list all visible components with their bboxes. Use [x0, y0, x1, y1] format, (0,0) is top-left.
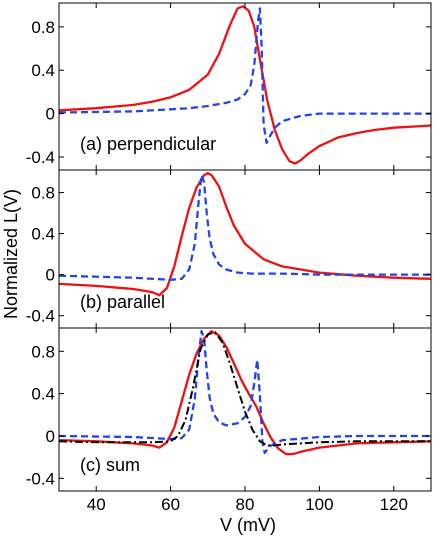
y-axis-label: Normalized L(V)	[1, 189, 21, 319]
x-tick-label: 120	[380, 495, 408, 514]
series-dashed-line	[59, 173, 431, 281]
y-tick-label: -0.4	[26, 148, 55, 167]
y-tick-label: 0.4	[31, 225, 55, 244]
panel-0: -0.4 0 0.4 0.8 (a) perpendicular	[26, 2, 432, 171]
y-tick-label: 0.8	[31, 184, 55, 203]
panel-1: -0.4 0 0.4 0.8 (b) parallel	[26, 169, 432, 329]
series-dashdot-line	[59, 331, 431, 447]
y-tick-label: 0	[46, 266, 55, 285]
x-tick-label: 40	[87, 495, 106, 514]
panel-annotation: (a) perpendicular	[80, 134, 216, 154]
y-tick-label: -0.4	[26, 469, 55, 488]
x-tick-label: 60	[161, 495, 180, 514]
y-tick-label: 0.4	[31, 61, 55, 80]
series-dashed-line	[59, 7, 431, 145]
y-tick-label: 0.8	[31, 342, 55, 361]
y-tick-label: 0.8	[31, 18, 55, 37]
y-tick-label: 0.4	[31, 385, 55, 404]
x-tick-label: 80	[236, 495, 255, 514]
panel-annotation: (c) sum	[80, 455, 140, 475]
x-axis-label: V (mV)	[220, 515, 276, 535]
panel-2: -0.4 0 0.4 0.8 (c) sum	[26, 327, 432, 492]
y-tick-label: 0	[46, 427, 55, 446]
series-solid-line	[59, 171, 431, 297]
series-solid-line	[59, 330, 431, 456]
panel-annotation: (b) parallel	[80, 292, 165, 312]
x-tick-label: 100	[305, 495, 333, 514]
y-tick-label: 0	[46, 105, 55, 124]
series-dashed-line	[59, 330, 431, 455]
series-solid-line	[59, 5, 431, 165]
y-tick-label: -0.4	[26, 307, 55, 326]
